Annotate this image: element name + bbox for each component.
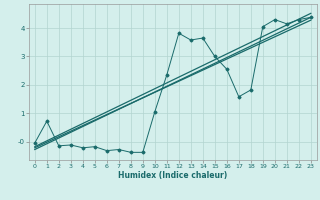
X-axis label: Humidex (Indice chaleur): Humidex (Indice chaleur) <box>118 171 228 180</box>
